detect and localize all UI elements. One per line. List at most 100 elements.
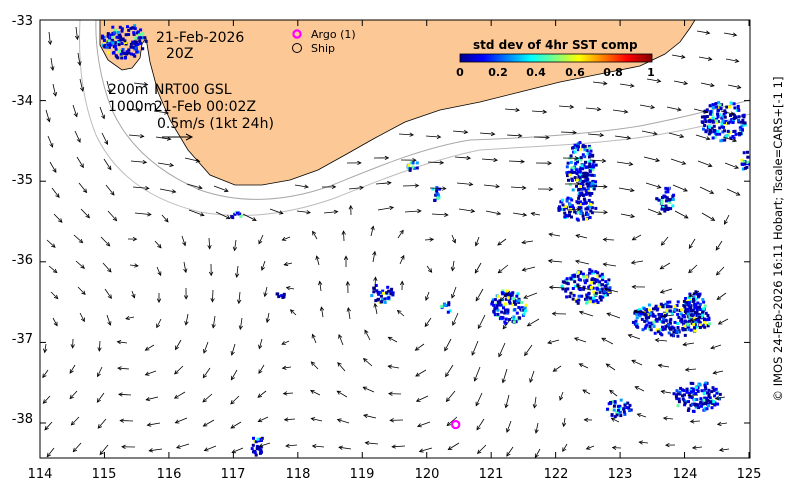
current-vector (575, 234, 588, 239)
current-vector (103, 158, 112, 171)
current-vector (452, 312, 459, 326)
current-vector (424, 237, 435, 242)
current-vector (497, 264, 509, 274)
argo-float-marker (451, 419, 461, 430)
current-vector (72, 442, 82, 453)
credit-label: © IMOS 24-Feb-2026 16:11 Hobart; Tscale=… (771, 77, 785, 402)
current-vector (76, 156, 84, 169)
current-vector (346, 307, 351, 320)
current-vector (101, 132, 108, 145)
current-vector (560, 130, 577, 135)
current-vector (524, 344, 533, 357)
current-vector (106, 314, 112, 326)
current-vector (535, 161, 552, 166)
colorbar (459, 53, 653, 63)
current-vector (446, 416, 458, 427)
current-vector (391, 444, 406, 449)
current-vector (537, 186, 554, 192)
current-vector (207, 237, 212, 250)
current-vector (104, 288, 112, 300)
current-vector (445, 364, 454, 378)
current-vector (127, 236, 138, 242)
current-vector (727, 84, 742, 90)
current-vector (202, 419, 215, 427)
current-vector (717, 318, 729, 325)
current-vector (697, 160, 713, 168)
current-vector (53, 213, 63, 223)
current-vector (701, 212, 716, 221)
current-vector (682, 342, 695, 347)
current-vector (144, 344, 155, 351)
current-vector (691, 445, 703, 450)
current-vector (603, 287, 619, 293)
colorbar-tick: 0.8 (603, 66, 623, 79)
current-vector (591, 184, 608, 189)
current-vector (639, 104, 656, 110)
current-vector (502, 316, 513, 330)
current-vector (447, 442, 460, 451)
current-vector (476, 418, 485, 431)
current-vector (281, 236, 291, 241)
current-vector (74, 130, 81, 143)
current-vector (387, 336, 398, 343)
current-vector (174, 417, 188, 424)
current-vector (562, 156, 580, 161)
current-vector (215, 211, 231, 220)
current-vector (42, 395, 51, 404)
current-vector (237, 291, 242, 305)
current-vector (659, 288, 673, 294)
current-vectors (42, 26, 742, 458)
current-vector (377, 205, 395, 211)
current-vector (589, 158, 607, 163)
current-vector (631, 234, 642, 241)
current-vector (402, 183, 420, 188)
y-tick-label: -34 (12, 94, 33, 109)
current-vector (573, 337, 587, 343)
x-tick-label: 122 (544, 467, 569, 482)
x-tick-label: 120 (415, 467, 440, 482)
current-vector (477, 314, 486, 330)
current-vector (483, 184, 500, 189)
current-vector (157, 162, 175, 168)
current-vector (283, 261, 293, 267)
current-vector (689, 419, 701, 424)
current-vector (281, 365, 292, 370)
current-vector (425, 291, 430, 302)
current-vector (132, 185, 150, 191)
current-vector (559, 391, 564, 401)
current-vector (471, 340, 479, 356)
current-vector (724, 214, 730, 225)
current-vector (687, 393, 699, 398)
current-vector (364, 440, 379, 446)
current-vector (585, 106, 602, 112)
current-vector (80, 208, 91, 219)
current-vector (614, 135, 632, 140)
axis-ticks (39, 19, 750, 458)
current-vector (529, 370, 535, 384)
current-vector (99, 444, 109, 456)
current-vector (78, 182, 88, 194)
current-vector (578, 310, 594, 317)
current-vector (159, 188, 177, 194)
x-tick-label: 114 (28, 467, 53, 482)
current-vector (174, 365, 184, 375)
current-vector (210, 289, 215, 303)
current-vector (688, 264, 698, 274)
current-vector (508, 159, 525, 164)
current-vector (73, 234, 84, 244)
current-vector (562, 417, 567, 428)
current-vector (611, 445, 622, 450)
current-vector (337, 362, 346, 372)
current-vector (375, 180, 392, 186)
current-vector (70, 416, 80, 426)
current-vector (606, 312, 621, 319)
current-vector (183, 261, 188, 274)
current-vector (454, 155, 472, 161)
current-vector (99, 106, 106, 120)
current-vector (671, 54, 686, 59)
current-vector (688, 238, 696, 249)
current-vector (592, 81, 608, 86)
current-vector (593, 210, 608, 215)
current-vector (345, 280, 350, 294)
